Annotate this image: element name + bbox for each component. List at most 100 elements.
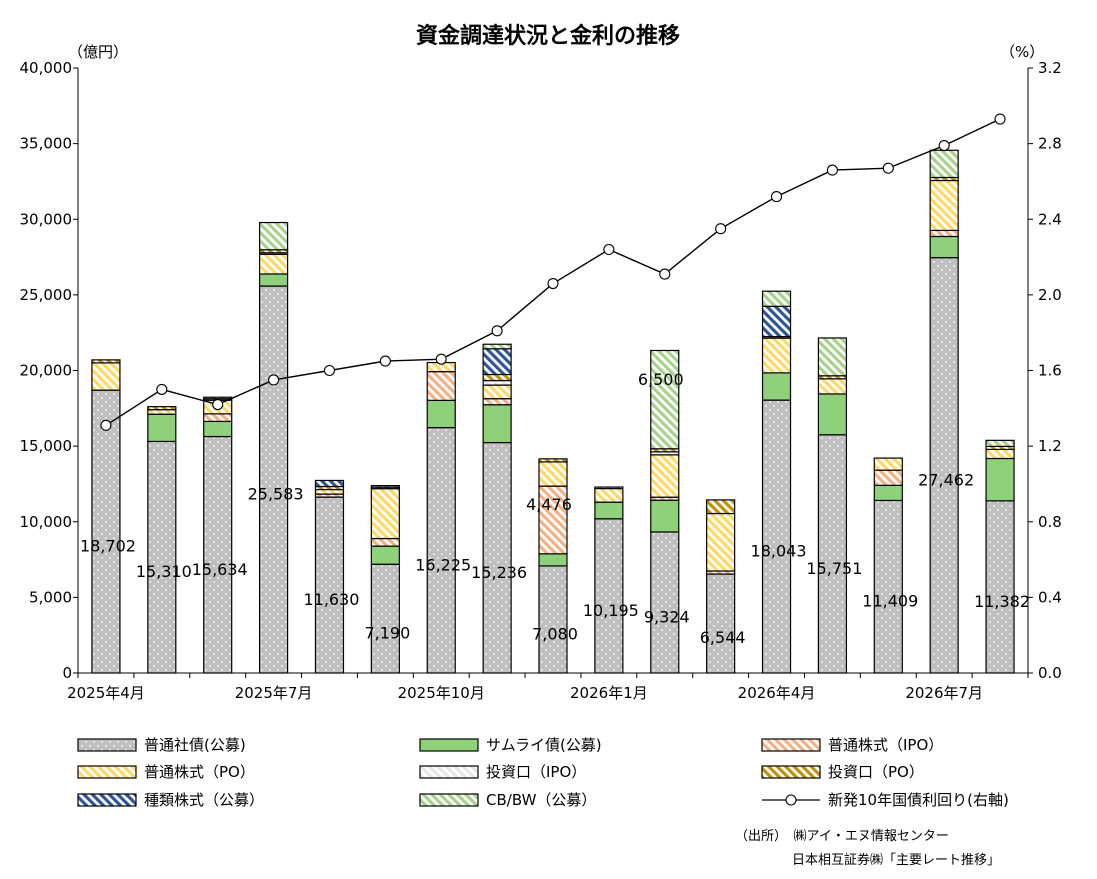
bar-segment <box>147 413 177 443</box>
bar-segment <box>258 273 289 287</box>
legend-label: 種類株式（公募） <box>144 791 264 809</box>
y-tick-label: 15,000 <box>20 437 73 455</box>
bar-segment <box>985 439 1015 447</box>
plot-area: 0 5,000 10,000 15,000 20,000 25,000 30,000 35,0… <box>20 59 1062 702</box>
data-label: 10,195 <box>583 601 639 620</box>
bar-segment <box>91 359 121 364</box>
legend-label: サムライ債(公募) <box>486 736 602 754</box>
bar-segment <box>482 348 512 376</box>
data-label: 25,583 <box>248 485 304 504</box>
data-label: 11,382 <box>974 592 1030 611</box>
bar-segment <box>594 518 624 674</box>
data-label: 27,462 <box>918 470 974 489</box>
bar-segment <box>761 305 792 338</box>
y-tick-label: 20,000 <box>20 362 73 380</box>
bar-segment <box>538 565 568 674</box>
bar-segment <box>594 487 624 503</box>
yield-point <box>323 364 336 377</box>
yield-point <box>938 139 950 152</box>
yield-point <box>659 268 671 280</box>
bar-segment <box>761 337 792 374</box>
bar-segment <box>370 545 400 565</box>
bar-segment <box>482 343 512 350</box>
legend-swatch <box>419 738 479 752</box>
y2-tick-label: 1.2 <box>1038 437 1062 455</box>
bar-segment <box>538 461 568 487</box>
bar-segment <box>817 393 848 436</box>
legend-swatch <box>419 793 479 807</box>
yield-point <box>994 113 1006 125</box>
bar-segment <box>761 399 792 674</box>
bar-segment <box>482 373 512 382</box>
legend-swatch <box>761 738 821 752</box>
y2-tick-label: 0.4 <box>1038 588 1062 606</box>
legend-label: 普通株式（IPO） <box>828 736 943 754</box>
data-label: 6,544 <box>700 628 746 647</box>
bar-segment <box>426 426 456 674</box>
bar-segment <box>985 500 1015 674</box>
x-tick-label: 2025年4月 <box>67 684 145 702</box>
yield-point <box>715 223 727 235</box>
legend-label: CB/BW（公募） <box>486 791 596 809</box>
x-tick-label: 2025年7月 <box>235 684 313 702</box>
bar-segment <box>482 404 512 444</box>
data-label: 11,409 <box>862 592 918 611</box>
bar-segment <box>538 485 568 555</box>
bar-segment <box>817 434 848 674</box>
bar-segment <box>817 337 848 377</box>
data-label: 9,324 <box>644 607 690 626</box>
bar-segment <box>258 221 289 251</box>
yield-point <box>435 353 447 365</box>
y-tick-label: 5,000 <box>29 588 72 606</box>
data-label: 18,702 <box>80 537 136 556</box>
bar-segment <box>985 457 1015 502</box>
bar-segment <box>482 379 512 386</box>
bar-segment <box>370 537 400 547</box>
data-label: 15,751 <box>806 559 862 578</box>
bar-segment <box>873 499 903 674</box>
bar-segment <box>873 469 903 486</box>
x-tick-label: 2026年7月 <box>905 684 983 702</box>
source-line-2: 日本相互証券㈱「主要レート推移」 <box>792 852 1000 868</box>
left-axis-unit: （億円） <box>68 43 128 61</box>
bar-segment <box>594 501 624 520</box>
legend-swatch <box>77 793 137 807</box>
bar-segment <box>538 458 568 463</box>
bar-segment <box>929 179 959 232</box>
yield-point <box>770 191 783 203</box>
yield-line <box>105 118 1001 426</box>
bar-segment <box>538 553 568 567</box>
y-tick-label: 10,000 <box>20 513 73 531</box>
chart-title: 資金調達状況と金利の推移 <box>416 23 680 49</box>
yield-point <box>100 419 112 431</box>
x-tick-label: 2026年4月 <box>738 684 816 702</box>
data-label: 15,634 <box>192 560 248 579</box>
bar-segment <box>370 488 400 540</box>
y2-tick-label: 2.0 <box>1038 286 1062 304</box>
bar-segment <box>650 531 680 674</box>
bar-segment <box>761 372 792 401</box>
legend: 普通社債(公募) サムライ債(公募) 普通株式（IPO） 普通株式（PO） 投資口（IP… <box>77 736 1009 809</box>
data-label: 4,476 <box>526 495 572 514</box>
bar-segment <box>314 488 345 495</box>
x-tick-label: 2025年10月 <box>398 684 485 702</box>
data-label: 15,310 <box>136 562 192 581</box>
bar-segment <box>929 257 959 674</box>
yield-point <box>212 398 224 411</box>
bar-segment <box>203 413 233 423</box>
bar-segment <box>314 496 345 674</box>
bar-segment <box>147 409 177 415</box>
y2-tick-label: 0.8 <box>1038 513 1062 531</box>
bar-segment <box>203 396 233 400</box>
legend-label: 普通社債(公募) <box>144 736 246 754</box>
bar-segment <box>426 399 456 429</box>
bar-segment <box>761 290 792 307</box>
y-tick-label: 25,000 <box>20 286 73 304</box>
legend-label: 投資口（IPO） <box>486 763 586 781</box>
bar-segment <box>650 499 680 533</box>
y2-tick-label: 1.6 <box>1038 362 1062 380</box>
bar-segment <box>985 448 1015 460</box>
legend-label: 新発10年国債利回り(右軸) <box>828 791 1009 809</box>
bar-segment <box>91 362 121 391</box>
yield-point <box>491 325 503 337</box>
